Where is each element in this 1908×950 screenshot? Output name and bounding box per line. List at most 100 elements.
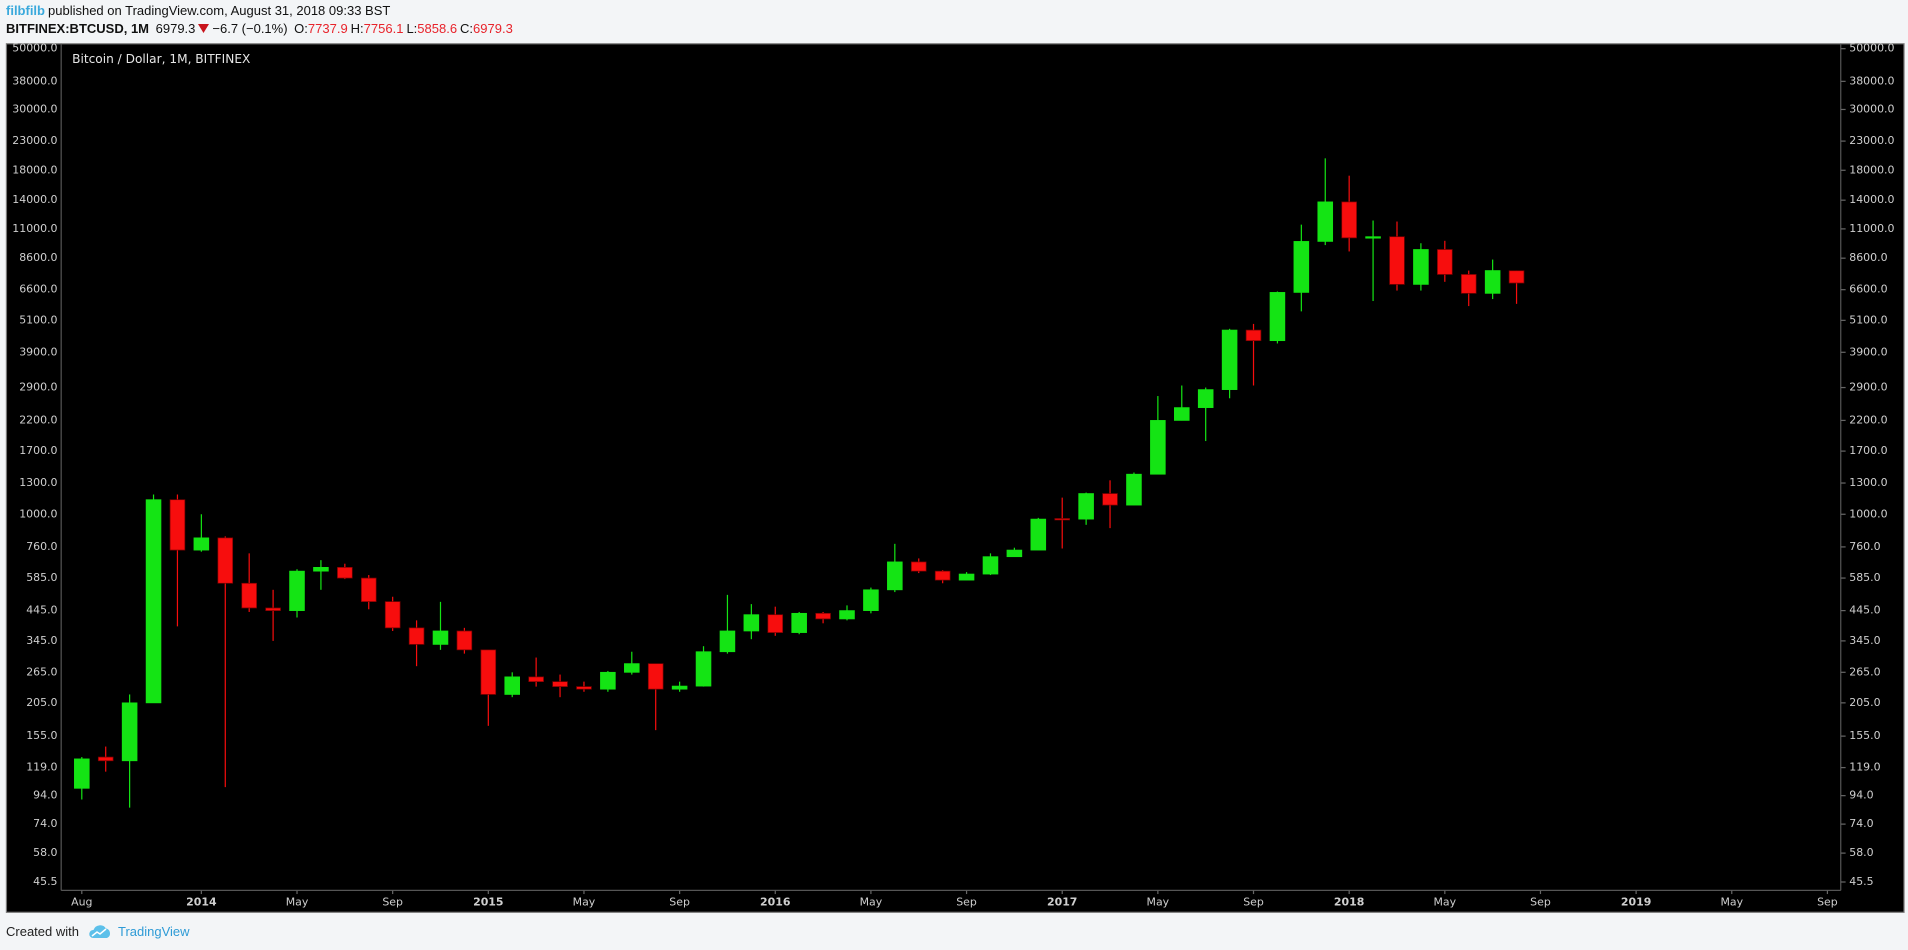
candle-body bbox=[289, 570, 305, 611]
candle-body bbox=[1437, 249, 1453, 275]
y-tick-label: 2200.0 bbox=[19, 413, 57, 426]
candle-body bbox=[839, 610, 855, 620]
ohlc-label: L: bbox=[406, 21, 418, 36]
candle-body bbox=[1413, 249, 1429, 285]
candle-body bbox=[1126, 473, 1142, 506]
ohlc-value: 7737.9 bbox=[307, 21, 348, 36]
ohlc-label: H: bbox=[350, 21, 364, 36]
y-tick-label: 94.0 bbox=[33, 789, 57, 802]
candle-body bbox=[1317, 201, 1334, 242]
header-line-1: filbfilb published on TradingView.com, Au… bbox=[6, 3, 393, 19]
y-tick-label: 1000.0 bbox=[19, 507, 57, 520]
candle-body bbox=[791, 612, 807, 633]
y-tick-label: 14000.0 bbox=[12, 193, 57, 206]
candle-body bbox=[1197, 389, 1214, 408]
y-tick-label: 445.0 bbox=[26, 604, 57, 617]
y-tick-label: 155.0 bbox=[26, 729, 57, 742]
y-tick-label: 18000.0 bbox=[1849, 163, 1894, 176]
x-tick-label: Sep bbox=[382, 896, 403, 909]
candle-body bbox=[1245, 329, 1262, 342]
x-tick-label: Sep bbox=[669, 896, 690, 909]
x-tick-label: May bbox=[573, 896, 596, 909]
x-tick-label: 2016 bbox=[760, 896, 791, 909]
candle-body bbox=[934, 570, 951, 581]
candle-body bbox=[1484, 270, 1501, 294]
candle-body bbox=[528, 676, 544, 683]
candle-body bbox=[384, 601, 401, 629]
chart-title: Bitcoin / Dollar, 1M, BITFINEX bbox=[72, 52, 250, 66]
candle-body bbox=[193, 537, 210, 551]
down-arrow bbox=[198, 24, 210, 33]
candle-body bbox=[671, 685, 688, 690]
candle-body bbox=[1341, 201, 1357, 239]
candle-body bbox=[456, 630, 473, 651]
x-tick-label: Sep bbox=[956, 896, 977, 909]
candle-body bbox=[241, 582, 257, 609]
y-tick-label: 3900.0 bbox=[1849, 345, 1887, 358]
candle-body bbox=[74, 758, 90, 789]
y-tick-label: 5100.0 bbox=[19, 313, 57, 326]
change: −6.7 (−0.1%) bbox=[212, 21, 288, 36]
candle-body bbox=[695, 651, 712, 687]
candle-body bbox=[1173, 407, 1190, 421]
y-tick-label: 3900.0 bbox=[19, 345, 57, 358]
candle-body bbox=[1460, 274, 1477, 294]
y-tick-label: 11000.0 bbox=[12, 222, 57, 235]
candle-body bbox=[958, 573, 975, 581]
author[interactable]: filbfilb bbox=[6, 3, 45, 18]
x-tick-label: Aug bbox=[71, 896, 92, 909]
candle-body bbox=[767, 614, 784, 633]
candle-body bbox=[982, 556, 999, 575]
y-tick-label: 8600.0 bbox=[1849, 251, 1887, 264]
y-tick-label: 1300.0 bbox=[1849, 476, 1887, 489]
y-tick-label: 14000.0 bbox=[1849, 193, 1894, 206]
candle-body bbox=[1221, 329, 1238, 390]
y-tick-label: 345.0 bbox=[1849, 634, 1880, 647]
x-tick-label: 2015 bbox=[473, 896, 503, 909]
y-tick-label: 1000.0 bbox=[1849, 507, 1887, 520]
y-tick-label: 155.0 bbox=[1849, 729, 1880, 742]
ohlc-value: 6979.3 bbox=[473, 21, 513, 36]
y-tick-label: 119.0 bbox=[1849, 761, 1880, 774]
ohlc-label: C: bbox=[460, 21, 474, 36]
y-tick-label: 119.0 bbox=[26, 761, 57, 774]
y-tick-label: 265.0 bbox=[26, 665, 57, 678]
tradingview-logo bbox=[89, 925, 111, 938]
symbol: BITFINEX:BTCUSD, 1M bbox=[6, 21, 149, 36]
y-tick-label: 23000.0 bbox=[1849, 134, 1894, 147]
chart-background bbox=[5, 43, 1905, 913]
y-tick-label: 30000.0 bbox=[12, 102, 57, 115]
x-tick-label: Sep bbox=[1817, 896, 1838, 909]
candle-body bbox=[145, 499, 162, 704]
y-tick-label: 5100.0 bbox=[1849, 313, 1887, 326]
ohlc: O:7737.9 H:7756.1 L:5858.6 C:6979.3 bbox=[294, 21, 516, 36]
candle-body bbox=[1054, 518, 1070, 521]
y-tick-label: 1300.0 bbox=[19, 476, 57, 489]
y-tick-label: 50000.0 bbox=[1849, 42, 1894, 55]
candle-body bbox=[815, 612, 831, 620]
candle-body bbox=[480, 649, 497, 695]
y-tick-label: 265.0 bbox=[1849, 665, 1880, 678]
last-price: 6979.3 bbox=[155, 21, 196, 36]
ohlc-value: 5858.6 bbox=[417, 21, 458, 36]
x-tick-label: May bbox=[1720, 896, 1743, 909]
candle-body bbox=[552, 681, 568, 687]
y-tick-label: 760.0 bbox=[26, 540, 57, 553]
candle-body bbox=[719, 630, 736, 653]
candle-body bbox=[624, 663, 640, 673]
candle-body bbox=[1269, 292, 1286, 342]
x-tick-label: Sep bbox=[1243, 896, 1264, 909]
candle-body bbox=[600, 671, 616, 690]
candle-body bbox=[1102, 493, 1118, 506]
y-tick-label: 585.0 bbox=[26, 571, 57, 584]
candle-body bbox=[1389, 236, 1405, 285]
x-tick-label: 2018 bbox=[1334, 896, 1364, 909]
y-tick-label: 38000.0 bbox=[12, 74, 57, 87]
brand[interactable]: TradingView bbox=[117, 924, 190, 939]
candle-body bbox=[647, 663, 664, 690]
y-tick-label: 45.5 bbox=[33, 875, 57, 888]
y-tick-label: 74.0 bbox=[33, 817, 57, 830]
x-tick-label: May bbox=[286, 896, 309, 909]
